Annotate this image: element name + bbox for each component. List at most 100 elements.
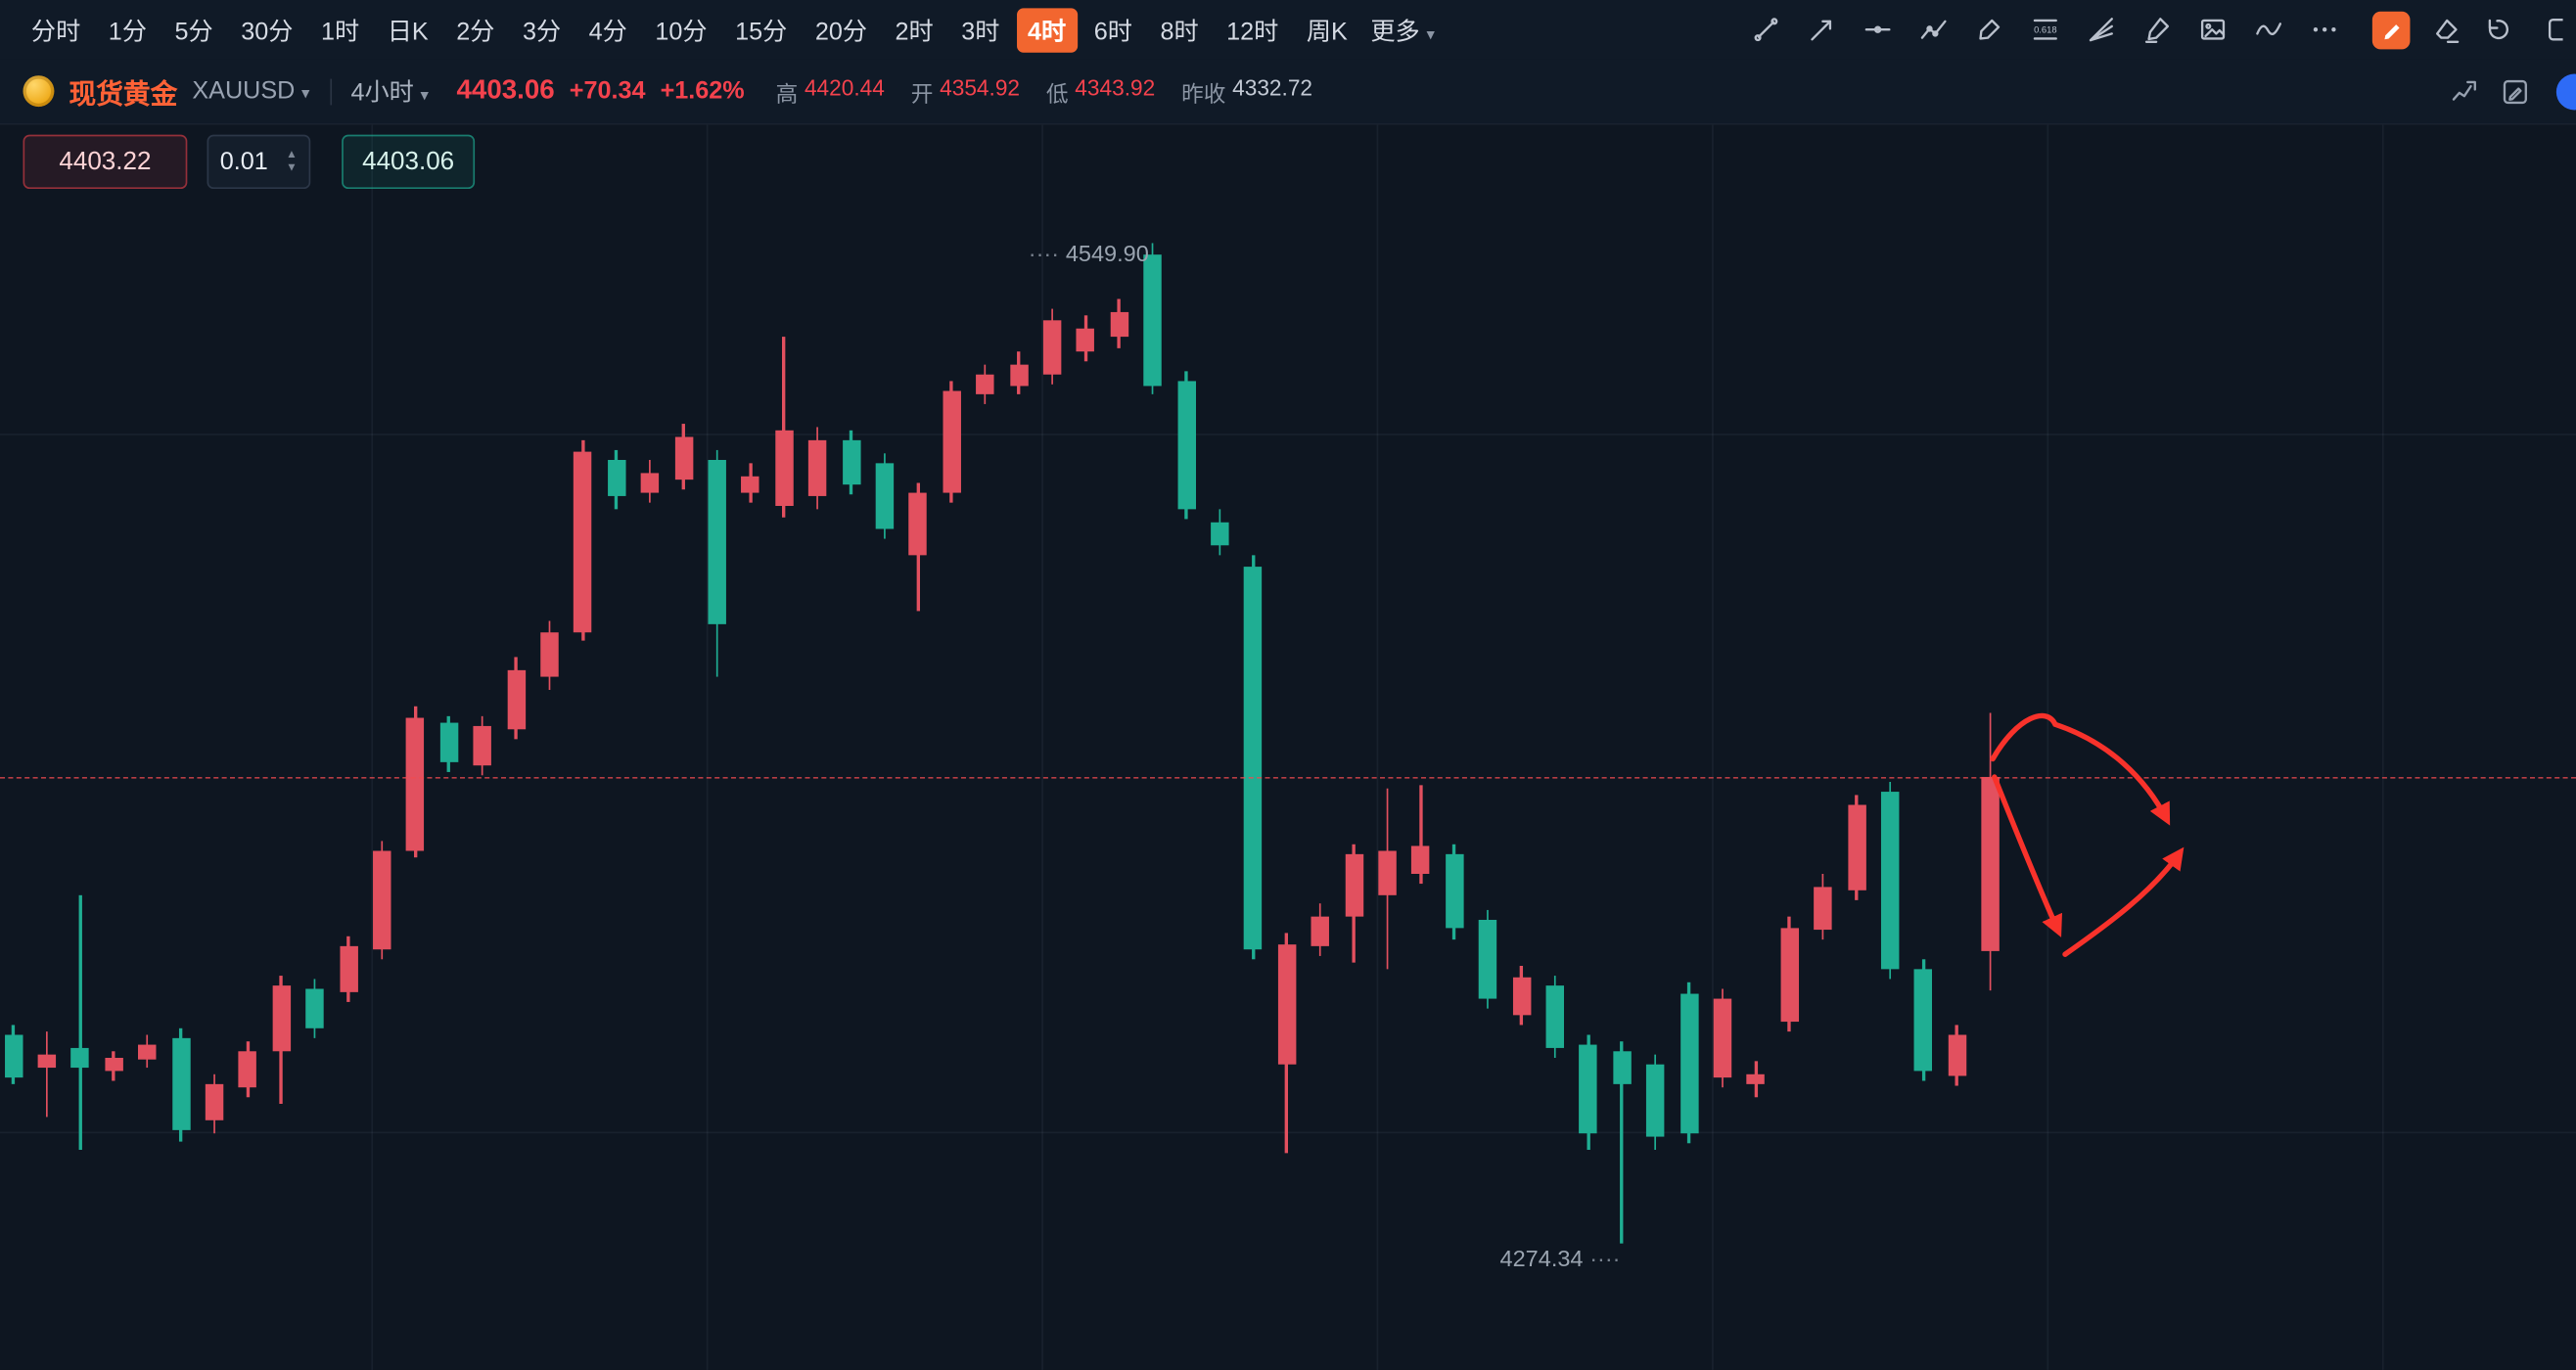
quantity-stepper[interactable]: 0.01 ▲ ▼ xyxy=(207,134,311,190)
drawn-arrow[interactable] xyxy=(2062,846,2185,957)
image-icon[interactable] xyxy=(2198,15,2228,44)
marker-icon[interactable] xyxy=(2142,15,2172,44)
gold-coin-icon xyxy=(23,75,55,108)
timeframe-10分[interactable]: 10分 xyxy=(655,17,708,46)
timeframe-3分[interactable]: 3分 xyxy=(522,17,562,46)
timeframe-12时[interactable]: 12时 xyxy=(1226,17,1279,46)
candle-body xyxy=(70,1047,90,1069)
buy-button[interactable]: 4403.06 xyxy=(342,134,476,190)
candle-body xyxy=(305,988,324,1028)
candle-body xyxy=(741,476,759,493)
undo-icon[interactable] xyxy=(2482,15,2511,44)
timeframe-4时[interactable]: 4时 xyxy=(1016,7,1078,52)
candle-body xyxy=(37,1054,56,1069)
candle-body xyxy=(674,436,693,480)
candle-body xyxy=(205,1083,224,1120)
candle-body xyxy=(1814,887,1832,930)
candle-body xyxy=(1847,804,1866,890)
candle-body xyxy=(473,725,492,766)
timeframe-6时[interactable]: 6时 xyxy=(1093,17,1132,46)
floating-action-button[interactable] xyxy=(2555,73,2576,111)
candle-wick xyxy=(1419,785,1422,885)
wave-icon[interactable] xyxy=(2254,15,2283,44)
ellipsis-icon[interactable] xyxy=(2310,15,2339,44)
increase-icon[interactable]: ▲ xyxy=(286,148,298,160)
candle-body xyxy=(4,1034,23,1078)
candle-body xyxy=(1780,928,1799,1023)
timeframe-bar: 分时 1分 5分 30分 1时 日K 2分 3分 4分 10分 15分 20分 2时 3时 4时 6时 8时 12… xyxy=(20,7,1358,52)
interval-selector[interactable]: 4小时 xyxy=(350,74,429,109)
timeframe-30分[interactable]: 30分 xyxy=(241,17,294,46)
candle-body xyxy=(574,451,592,633)
candle-body xyxy=(1311,916,1330,946)
fan-icon[interactable] xyxy=(2087,15,2116,44)
candle-body xyxy=(171,1037,190,1130)
grid-vline xyxy=(1712,124,1714,1370)
candle-body xyxy=(1378,850,1397,895)
candle-body xyxy=(1612,1051,1632,1084)
ray-arrow-icon[interactable] xyxy=(1807,15,1836,44)
timeframe-4分[interactable]: 4分 xyxy=(588,17,627,46)
timeframe-1时[interactable]: 1时 xyxy=(320,17,360,46)
candle-body xyxy=(1076,328,1095,352)
symbol-name: 现货黄金 xyxy=(69,79,178,110)
symbol-selector[interactable]: XAUUSD xyxy=(192,77,309,106)
candle-body xyxy=(540,632,559,677)
low-price-label: 4274.34 xyxy=(1500,1245,1621,1271)
sell-button[interactable]: 4403.22 xyxy=(23,134,188,190)
timeframe-5分[interactable]: 5分 xyxy=(174,17,213,46)
drawn-arrow[interactable] xyxy=(1992,774,2062,937)
note-edit-icon[interactable] xyxy=(2371,10,2411,49)
decrease-icon[interactable]: ▼ xyxy=(286,161,298,174)
timeframe-分时[interactable]: 分时 xyxy=(30,17,81,46)
timeframe-15分[interactable]: 15分 xyxy=(735,17,788,46)
candle-body xyxy=(1042,320,1062,375)
timeframe-日K[interactable]: 日K xyxy=(387,17,429,46)
grid-vline xyxy=(706,124,709,1370)
fib-icon[interactable]: 0.618 xyxy=(2031,15,2060,44)
candle-body xyxy=(1880,791,1900,970)
timeframe-2分[interactable]: 2分 xyxy=(456,17,495,46)
panel-cut-icon[interactable] xyxy=(2533,15,2563,44)
timeframe-2时[interactable]: 2时 xyxy=(895,17,934,46)
trend-line-icon[interactable] xyxy=(1751,15,1780,44)
candle-body xyxy=(104,1057,123,1072)
candle-body xyxy=(976,374,994,394)
svg-text:0.618: 0.618 xyxy=(2034,24,2056,35)
horizontal-line-icon[interactable] xyxy=(1863,15,1892,44)
drawn-arrow[interactable] xyxy=(1990,712,2171,826)
candle-body xyxy=(1948,1034,1966,1076)
grid-vline xyxy=(2047,124,2049,1370)
candle-body xyxy=(640,473,660,493)
timeframe-20分[interactable]: 20分 xyxy=(814,17,868,46)
candle-body xyxy=(238,1051,257,1088)
brush-icon[interactable] xyxy=(1975,15,2004,44)
candle-body xyxy=(1344,853,1363,917)
grid-hline xyxy=(0,434,2576,435)
ohlc-stats: 高 4420.44 开 4354.92 低 4343.92 昨收 4332.72 xyxy=(776,74,1312,108)
divider xyxy=(329,77,332,105)
candle-body xyxy=(842,439,860,485)
timeframe-1分[interactable]: 1分 xyxy=(108,17,147,46)
candle-body xyxy=(439,722,458,762)
timeframe-8时[interactable]: 8时 xyxy=(1160,17,1199,46)
eraser-tool-icon[interactable] xyxy=(2431,15,2461,44)
candle-body xyxy=(1210,522,1229,546)
candle-body xyxy=(808,439,827,496)
candle-wick xyxy=(45,1031,48,1118)
quantity-value[interactable]: 0.01 xyxy=(219,148,268,176)
timeframe-周K[interactable]: 周K xyxy=(1306,17,1348,46)
polyline-icon[interactable] xyxy=(1919,15,1949,44)
timeframe-3时[interactable]: 3时 xyxy=(961,17,1000,46)
grid-vline xyxy=(1041,124,1043,1370)
quantity-stepper-arrows[interactable]: ▲ ▼ xyxy=(279,149,308,175)
chart-compare-icon[interactable] xyxy=(2450,76,2479,106)
candle-body xyxy=(1143,254,1162,387)
last-price: 4403.06 xyxy=(456,75,555,106)
top-toolbar: 分时 1分 5分 30分 1时 日K 2分 3分 4分 10分 15分 20分 2时 3时 4时 6时 8时 12… xyxy=(0,0,2576,60)
candle-body xyxy=(1110,311,1128,338)
more-timeframes-button[interactable]: 更多 xyxy=(1359,8,1447,52)
chart-edit-icon[interactable] xyxy=(2501,76,2530,106)
